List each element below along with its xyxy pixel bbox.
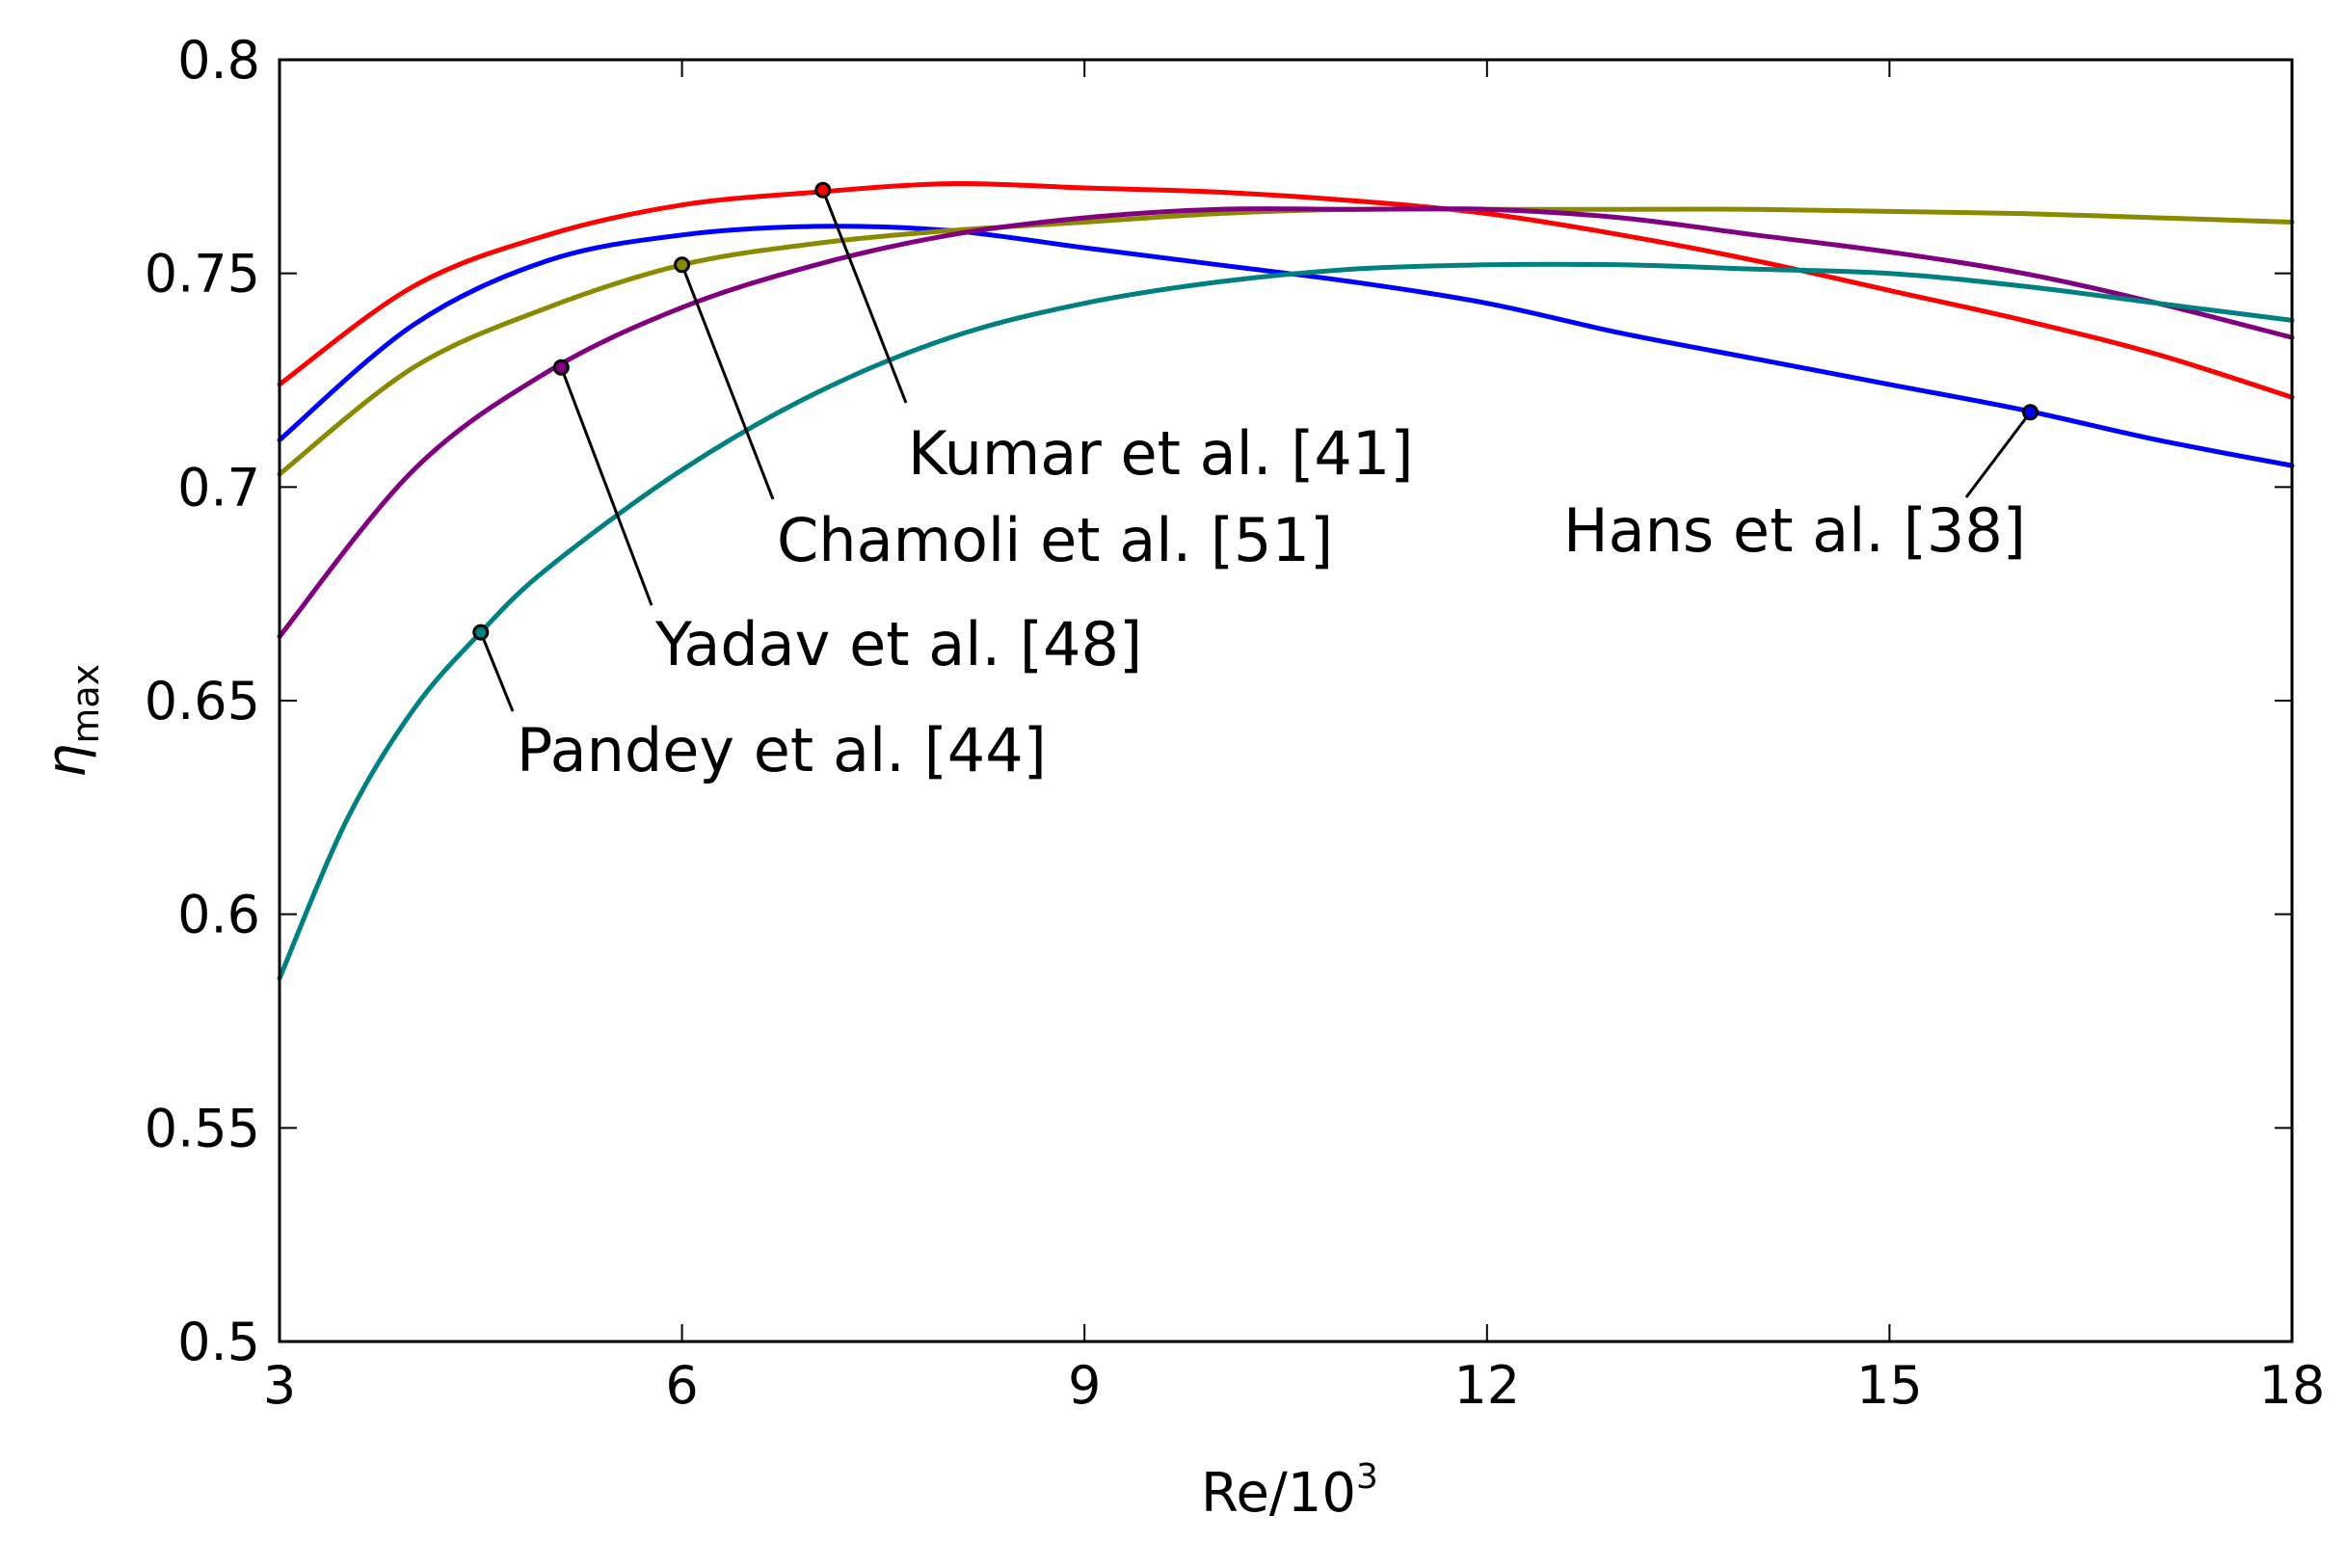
y-tick-label-2: 0.6 xyxy=(177,885,260,945)
annotation-leader-2 xyxy=(680,264,775,500)
annotation-marker-3 xyxy=(552,359,570,376)
series-line-2 xyxy=(277,206,2295,477)
annotation-label-0: Kumar et al. [41] xyxy=(908,418,1414,489)
x-axis-label: Re/103 xyxy=(1201,1457,1378,1525)
annotation-leader-3 xyxy=(559,366,653,606)
y-tick-label-0: 0.5 xyxy=(177,1312,260,1372)
x-tick-label-5: 18 xyxy=(2259,1355,2326,1416)
series-line-3 xyxy=(277,206,2295,639)
annotation-label-2: Chamoli et al. [51] xyxy=(777,505,1333,575)
annotation-label-3: Yadav et al. [48] xyxy=(654,609,1142,679)
annotation-leader-1 xyxy=(1964,411,2032,498)
x-tick-label-3: 12 xyxy=(1453,1355,1520,1416)
y-tick-label-3: 0.65 xyxy=(145,671,260,731)
x-tick-label-0: 3 xyxy=(263,1355,296,1416)
y-tick-label-5: 0.75 xyxy=(145,244,260,305)
series-line-0 xyxy=(277,180,2295,400)
series-line-1 xyxy=(277,224,2295,468)
annotation-marker-1 xyxy=(2022,404,2039,421)
x-tick-label-4: 15 xyxy=(1856,1355,1923,1416)
x-tick-label-2: 9 xyxy=(1068,1355,1101,1416)
tick-layer: 3 6 9 12 15 18 0.5 0.55 0.6 0.65 0.7 0.75 0.8 xyxy=(145,30,2326,1416)
annotation-marker-2 xyxy=(674,256,691,274)
y-axis-label: ηmax xyxy=(36,664,107,778)
annotation-marker-4 xyxy=(472,624,490,641)
x-tick-label-1: 6 xyxy=(665,1355,698,1416)
series-line-4 xyxy=(277,261,2295,981)
y-tick-label-1: 0.55 xyxy=(145,1098,260,1158)
annotation-marker-0 xyxy=(814,181,832,199)
series-layer xyxy=(277,180,2295,981)
y-tick-label-6: 0.8 xyxy=(177,30,260,91)
y-tick-label-4: 0.7 xyxy=(177,457,260,518)
annotation-label-4: Pandey et al. [44] xyxy=(517,715,1047,785)
annotation-leader-0 xyxy=(821,189,908,404)
annotation-layer: Kumar et al. [41] Hans et al. [38] Chamoli… xyxy=(472,181,2039,785)
annotation-label-1: Hans et al. [38] xyxy=(1563,495,2026,566)
annotation-leader-4 xyxy=(479,631,515,712)
